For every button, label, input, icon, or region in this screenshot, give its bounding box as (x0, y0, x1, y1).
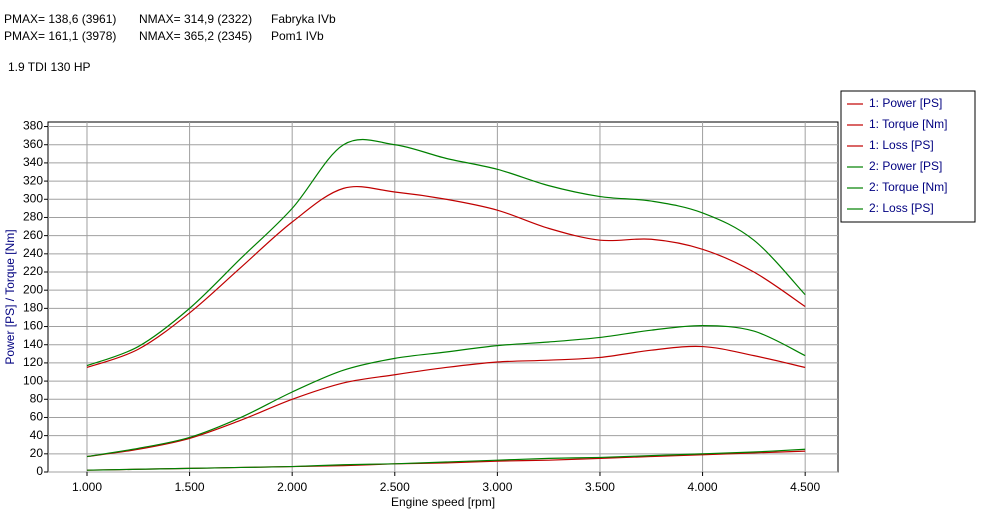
series-line (86, 345, 806, 458)
y-axis-label: Power [PS] / Torque [Nm] (3, 229, 17, 364)
x-tick-label: 2.500 (380, 480, 410, 494)
legend-label: 2: Loss [PS] (869, 201, 934, 215)
header-text: PMAX= 161,1 (3978) (4, 29, 116, 43)
legend-box (840, 90, 976, 223)
x-tick-label: 1.500 (175, 480, 205, 494)
x-tick-label: 2.000 (277, 480, 307, 494)
y-tick-label: 200 (23, 282, 43, 296)
x-axis-label: Engine speed [rpm] (391, 495, 495, 509)
legend-label: 1: Torque [Nm] (869, 117, 947, 131)
y-tick-label: 180 (23, 301, 43, 315)
legend-label: 2: Torque [Nm] (869, 180, 947, 194)
y-tick-label: 340 (23, 155, 43, 169)
subtitle: 1.9 TDI 130 HP (8, 60, 91, 74)
x-tick-label: 3.000 (482, 480, 512, 494)
series-line (86, 138, 806, 367)
y-tick-label: 160 (23, 319, 43, 333)
series-line (86, 448, 806, 471)
x-tick-label: 3.500 (585, 480, 615, 494)
legend-label: 1: Loss [PS] (869, 138, 934, 152)
y-tick-label: 280 (23, 210, 43, 224)
header-text: Pom1 IVb (271, 29, 324, 43)
y-tick-label: 380 (23, 119, 43, 133)
y-tick-label: 260 (23, 228, 43, 242)
y-tick-label: 0 (36, 464, 43, 478)
series-line (86, 185, 806, 369)
header-text: NMAX= 314,9 (2322) (139, 12, 252, 26)
y-tick-label: 60 (30, 410, 44, 424)
legend-label: 1: Power [PS] (869, 96, 942, 110)
y-tick-label: 80 (30, 391, 44, 405)
y-tick-label: 300 (23, 191, 43, 205)
x-tick-label: 4.500 (790, 480, 820, 494)
legend-label: 2: Power [PS] (869, 159, 942, 173)
y-tick-label: 20 (30, 446, 44, 460)
y-tick-label: 360 (23, 137, 43, 151)
header-text: Fabryka IVb (271, 12, 336, 26)
y-tick-label: 100 (23, 373, 43, 387)
y-tick-label: 120 (23, 355, 43, 369)
x-tick-label: 1.000 (72, 480, 102, 494)
header-text: NMAX= 365,2 (2345) (139, 29, 252, 43)
y-tick-label: 320 (23, 173, 43, 187)
plot-area (47, 121, 839, 473)
y-tick-label: 240 (23, 246, 43, 260)
header-text: PMAX= 138,6 (3961) (4, 12, 116, 26)
y-tick-label: 140 (23, 337, 43, 351)
series-line (86, 325, 806, 458)
y-tick-label: 220 (23, 264, 43, 278)
x-tick-label: 4.000 (688, 480, 718, 494)
y-tick-label: 40 (30, 428, 44, 442)
